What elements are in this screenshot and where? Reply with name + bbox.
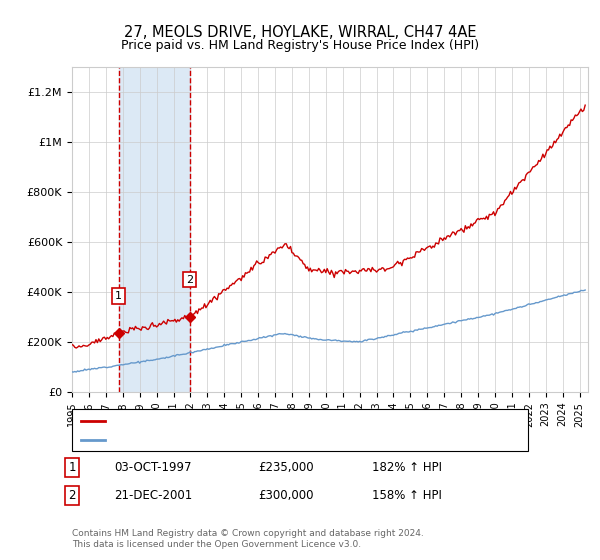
Text: 2: 2 [68, 489, 76, 502]
Text: 27, MEOLS DRIVE, HOYLAKE, WIRRAL, CH47 4AE: 27, MEOLS DRIVE, HOYLAKE, WIRRAL, CH47 4… [124, 25, 476, 40]
Text: 2: 2 [186, 274, 193, 284]
Text: Price paid vs. HM Land Registry's House Price Index (HPI): Price paid vs. HM Land Registry's House … [121, 39, 479, 52]
Text: 1: 1 [68, 461, 76, 474]
Text: Contains HM Land Registry data © Crown copyright and database right 2024.
This d: Contains HM Land Registry data © Crown c… [72, 529, 424, 549]
Text: HPI: Average price, detached house, Wirral: HPI: Average price, detached house, Wirr… [109, 435, 333, 445]
Text: 182% ↑ HPI: 182% ↑ HPI [372, 461, 442, 474]
Bar [119, 67, 190, 392]
Text: 27, MEOLS DRIVE, HOYLAKE, WIRRAL, CH47 4AE (detached house): 27, MEOLS DRIVE, HOYLAKE, WIRRAL, CH47 4… [109, 416, 455, 426]
Text: 1: 1 [115, 291, 122, 301]
Text: 21-DEC-2001: 21-DEC-2001 [114, 489, 192, 502]
Text: 158% ↑ HPI: 158% ↑ HPI [372, 489, 442, 502]
Text: £235,000: £235,000 [258, 461, 314, 474]
Text: 03-OCT-1997: 03-OCT-1997 [114, 461, 191, 474]
Text: £300,000: £300,000 [258, 489, 314, 502]
